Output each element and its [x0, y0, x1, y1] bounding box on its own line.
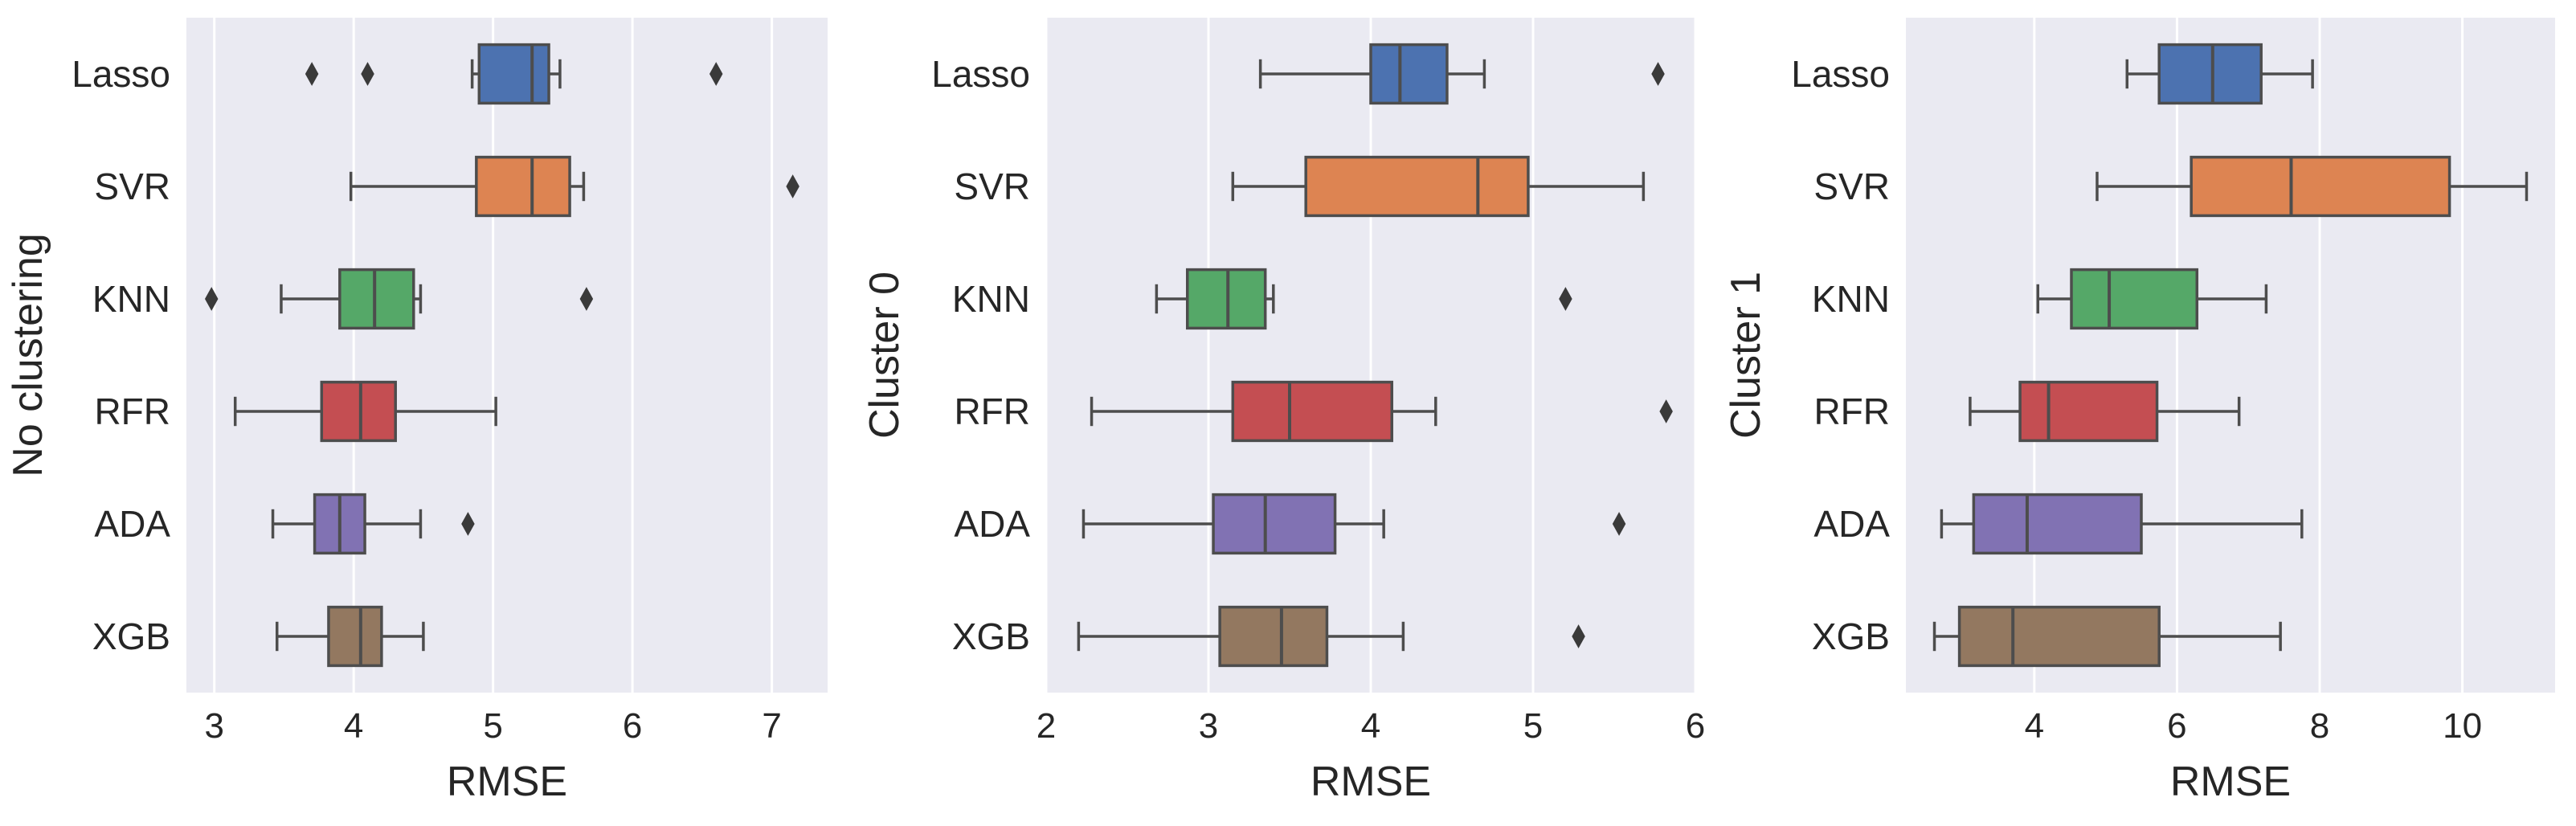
- y-tick-label-no-clustering-svr: SVR: [94, 166, 170, 207]
- x-tick-label-cluster-1-10: 10: [2443, 706, 2482, 746]
- x-axis-label-no-clustering: RMSE: [447, 759, 567, 805]
- y-axis-label-cluster-0: Cluster 0: [861, 272, 908, 439]
- x-axis-label-cluster-0: RMSE: [1310, 759, 1431, 805]
- x-tick-label-no-clustering-3: 3: [204, 706, 223, 746]
- box-cluster-1-lasso: [2157, 43, 2263, 105]
- outlier-no-clustering-knn-0: [204, 287, 219, 311]
- y-tick-label-no-clustering-rfr: RFR: [94, 391, 170, 432]
- x-tick-label-cluster-1-6: 6: [2167, 706, 2186, 746]
- y-tick-label-cluster-0-xgb: XGB: [952, 615, 1030, 657]
- x-tick-label-cluster-1-4: 4: [2025, 706, 2044, 746]
- box-cluster-0-ada: [1212, 493, 1337, 555]
- y-tick-label-cluster-1-svr: SVR: [1813, 166, 1890, 207]
- x-tick-label-cluster-0-3: 3: [1199, 706, 1218, 746]
- box-cluster-1-ada: [1972, 493, 2143, 555]
- plot-area-cluster-1: [1906, 18, 2555, 693]
- box-no-clustering-lasso: [477, 43, 550, 105]
- box-cluster-0-xgb: [1218, 605, 1329, 668]
- box-cluster-1-rfr: [2018, 380, 2159, 443]
- x-tick-label-cluster-0-6: 6: [1686, 706, 1705, 746]
- x-tick-label-no-clustering-6: 6: [623, 706, 642, 746]
- y-tick-label-no-clustering-knn: KNN: [92, 278, 170, 320]
- outlier-cluster-0-rfr-0: [1659, 399, 1673, 423]
- y-tick-label-no-clustering-ada: ADA: [94, 503, 170, 545]
- box-no-clustering-rfr: [320, 380, 397, 443]
- y-tick-label-cluster-1-ada: ADA: [1813, 503, 1890, 545]
- box-no-clustering-svr: [475, 155, 571, 218]
- y-tick-label-cluster-0-ada: ADA: [954, 503, 1030, 545]
- plot-area-no-clustering: [186, 18, 828, 693]
- y-tick-label-cluster-1-xgb: XGB: [1812, 615, 1890, 657]
- panel-cluster-1: 4 6 8 10 Lasso SVR KNN RFR ADA XGB RMSE Cluster 1: [1723, 18, 2555, 805]
- box-cluster-1-knn: [2070, 268, 2199, 330]
- panel-cluster-0: 2 3 4 5 6 Lasso SVR KNN RFR ADA XGB RMSE Cluster 0: [861, 18, 1705, 805]
- y-tick-label-cluster-0-lasso: Lasso: [931, 53, 1030, 95]
- box-cluster-0-knn: [1185, 268, 1267, 330]
- x-axis-label-cluster-1: RMSE: [2170, 759, 2291, 805]
- box-cluster-0-svr: [1304, 155, 1530, 218]
- box-cluster-0-rfr: [1231, 380, 1394, 443]
- box-cluster-0-lasso: [1369, 43, 1449, 105]
- outlier-no-clustering-ada-0: [461, 512, 475, 536]
- x-tick-label-cluster-0-4: 4: [1361, 706, 1380, 746]
- x-tick-label-no-clustering-4: 4: [344, 706, 363, 746]
- y-tick-label-no-clustering-lasso: Lasso: [72, 53, 170, 95]
- outlier-cluster-0-knn-0: [1559, 287, 1572, 311]
- outlier-cluster-0-lasso-0: [1651, 62, 1665, 86]
- outlier-no-clustering-lasso-1: [361, 62, 374, 86]
- y-axis-label-no-clustering: No clustering: [5, 233, 51, 476]
- x-tick-label-cluster-0-2: 2: [1037, 706, 1056, 746]
- box-cluster-1-xgb: [1957, 605, 2161, 668]
- y-axis-label-cluster-1: Cluster 1: [1723, 272, 1769, 439]
- x-tick-label-no-clustering-7: 7: [762, 706, 781, 746]
- x-tick-label-no-clustering-5: 5: [483, 706, 502, 746]
- outlier-no-clustering-svr-0: [786, 174, 799, 198]
- outlier-cluster-0-xgb-0: [1572, 624, 1585, 648]
- outlier-no-clustering-lasso-2: [709, 62, 723, 86]
- y-tick-label-no-clustering-xgb: XGB: [92, 615, 170, 657]
- y-tick-label-cluster-1-rfr: RFR: [1813, 391, 1890, 432]
- panel-no-clustering: 3 4 5 6 7 Lasso SVR KNN RFR ADA XGB RMSE No clusteri…: [5, 18, 828, 805]
- box-no-clustering-xgb: [327, 605, 383, 668]
- y-tick-label-cluster-0-rfr: RFR: [954, 391, 1030, 432]
- y-tick-label-cluster-0-knn: KNN: [952, 278, 1030, 320]
- outlier-cluster-0-ada-0: [1612, 512, 1626, 536]
- y-tick-label-cluster-1-lasso: Lasso: [1791, 53, 1890, 95]
- outlier-no-clustering-lasso-0: [305, 62, 319, 86]
- x-tick-label-cluster-0-5: 5: [1523, 706, 1543, 746]
- y-tick-label-cluster-1-knn: KNN: [1812, 278, 1890, 320]
- box-cluster-1-svr: [2190, 155, 2451, 218]
- box-no-clustering-knn: [338, 268, 415, 330]
- x-tick-label-cluster-1-8: 8: [2310, 706, 2329, 746]
- y-tick-label-cluster-0-svr: SVR: [954, 166, 1030, 207]
- outlier-no-clustering-knn-1: [579, 287, 594, 311]
